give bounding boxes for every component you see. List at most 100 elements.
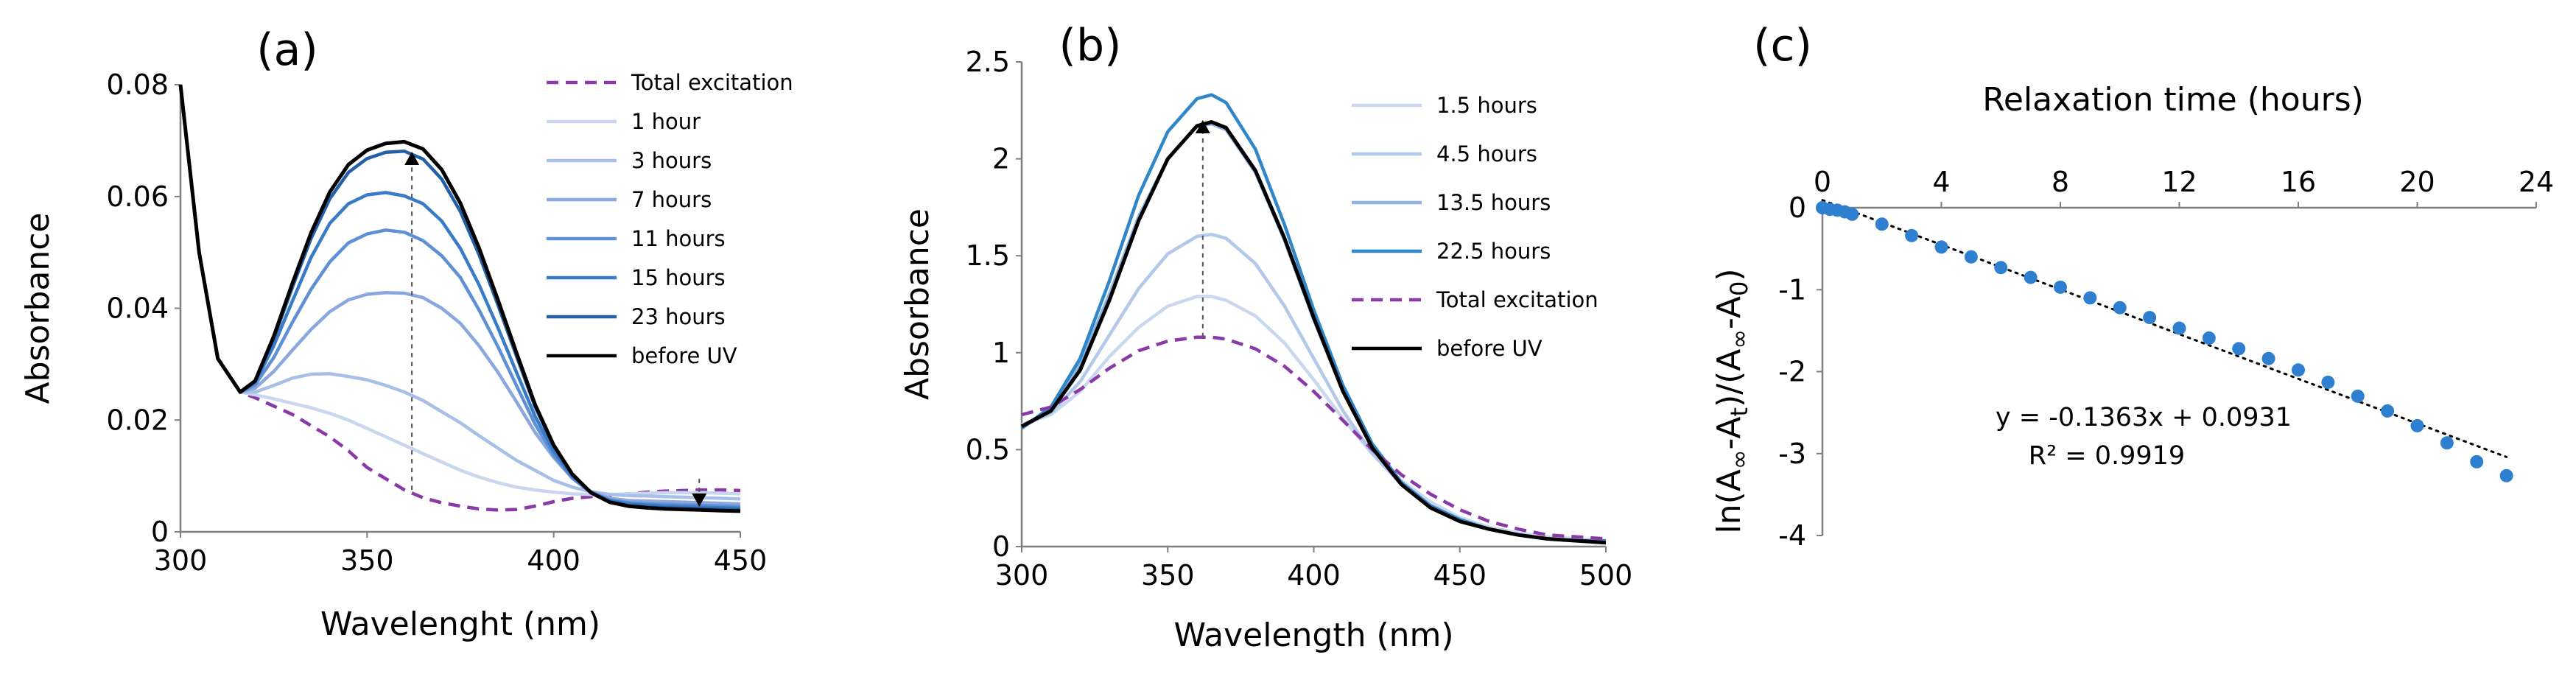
x-axis-title: Relaxation time (hours): [1982, 81, 2364, 119]
series-line: [178, 84, 741, 501]
data-point: [2381, 404, 2395, 418]
data-point: [2232, 342, 2246, 356]
y-tick-label: 1: [992, 337, 1010, 369]
x-tick-label: 300: [995, 559, 1049, 591]
y-tick-label: 0: [1789, 192, 1806, 224]
legend-label: 4.5 hours: [1436, 141, 1537, 166]
data-point: [2351, 389, 2365, 403]
panel-c: 0 4 8 12 16 20 24 0 -1 -2 -3 -4 Relaxation time (hou…: [1710, 20, 2554, 552]
x-axis-title: Wavelenght (nm): [320, 605, 600, 643]
data-point: [1875, 217, 1889, 231]
x-tick-label: 350: [340, 544, 394, 577]
series-line: [178, 84, 741, 496]
data-point: [2261, 351, 2275, 365]
legend-label: 7 hours: [631, 187, 712, 212]
x-tick-label: 8: [2052, 166, 2069, 198]
y-axis-title: Absorbance: [899, 208, 936, 400]
y-tick-label: 0.06: [106, 180, 169, 213]
legend-label: 11 hours: [631, 226, 726, 251]
y-tick-label: -1: [1778, 273, 1806, 306]
x-tick-label: 300: [154, 544, 208, 577]
panel-a: 300 350 400 450 0 0.02 0.04 0.06 0.08 Wavelenght …: [19, 24, 793, 643]
data-point: [1964, 250, 1978, 264]
data-point: [2172, 321, 2186, 335]
y-tick-label: 0: [992, 530, 1010, 563]
y-axis-title-part: -A: [1710, 296, 1748, 329]
series-line: [178, 84, 741, 506]
y-tick-label: 0: [151, 516, 169, 548]
data-point: [1994, 261, 2008, 275]
data-point: [2499, 468, 2513, 482]
y-axis-title-part: ln(A: [1710, 469, 1748, 533]
x-tick-label: 16: [2281, 166, 2316, 198]
y-axis-title-part: ): [1710, 268, 1748, 281]
arrow-head: [404, 152, 420, 166]
series-line: [178, 84, 741, 513]
arrow-head: [692, 493, 707, 507]
legend-label: Total excitation: [631, 70, 793, 95]
series-line: [178, 84, 741, 510]
panel-b: 300 350 400 450 500 0 0.5 1 1.5 2 2.5 Wavelength (n…: [899, 20, 1632, 654]
data-point: [1934, 240, 1948, 254]
y-axis-title: ln(A∞-At)/(A∞-A0): [1710, 268, 1753, 533]
y-tick-label: 1.5: [966, 239, 1010, 272]
panel-label: (c): [1753, 20, 1812, 71]
x-tick-label: 12: [2161, 166, 2197, 198]
series-line: [1021, 295, 1607, 543]
data-point: [2410, 418, 2424, 432]
y-tick-label: -4: [1778, 519, 1806, 552]
x-tick-label: 20: [2399, 166, 2435, 198]
legend-label: 23 hours: [631, 304, 726, 329]
y-tick-label: -3: [1778, 438, 1806, 470]
y-tick-label: -2: [1778, 356, 1806, 388]
legend-label: Total excitation: [1436, 287, 1598, 312]
data-point: [2113, 301, 2127, 315]
legend-label: 1.5 hours: [1436, 93, 1537, 118]
data-point: [2024, 270, 2038, 284]
y-axis-title-part: ∞: [1725, 449, 1753, 469]
legend-label: 1 hour: [631, 109, 701, 134]
x-tick-label: 24: [2519, 166, 2554, 198]
data-point: [2083, 291, 2097, 305]
y-tick-label: 0.08: [106, 69, 169, 101]
x-tick-label: 4: [1932, 166, 1950, 198]
legend-label: 13.5 hours: [1436, 190, 1551, 215]
x-tick-label: 400: [527, 544, 580, 577]
y-tick-label: 0.02: [106, 404, 169, 436]
y-tick-label: 0.04: [106, 292, 169, 325]
trend-equation: y = -0.1363x + 0.0931: [1996, 403, 2292, 432]
legend-label: 15 hours: [631, 265, 726, 290]
panel-label: (a): [256, 24, 318, 76]
y-tick-label: 0.5: [966, 433, 1010, 466]
x-tick-label: 450: [1433, 559, 1487, 591]
y-axis-title-part: ∞: [1725, 329, 1753, 349]
data-point: [2470, 454, 2484, 468]
arrow-head: [1195, 119, 1210, 133]
x-tick-label: 400: [1287, 559, 1341, 591]
series-line: [1020, 120, 1607, 545]
y-tick-label: 2: [992, 143, 1010, 175]
legend-label: 22.5 hours: [1436, 239, 1551, 264]
legend-label: 3 hours: [631, 148, 712, 173]
x-tick-label: 450: [714, 544, 768, 577]
legend-label: before UV: [1436, 336, 1543, 361]
panel-label: (b): [1059, 20, 1122, 71]
x-axis-title: Wavelength (nm): [1173, 617, 1453, 654]
data-point: [2292, 363, 2305, 377]
data-point: [1845, 207, 1859, 221]
series-line: [1021, 335, 1607, 541]
y-axis-title-part: t: [1725, 407, 1753, 417]
trend-r-squared: R² = 0.9919: [2029, 441, 2185, 471]
y-axis-title-part: )/(A: [1710, 349, 1748, 407]
legend-label: before UV: [631, 343, 737, 368]
x-tick-label: 350: [1141, 559, 1195, 591]
x-tick-label: 0: [1814, 166, 1831, 198]
data-point: [2202, 331, 2216, 345]
data-point: [2054, 280, 2067, 294]
data-point: [2440, 436, 2454, 450]
y-axis-title-part: -A: [1710, 416, 1748, 449]
y-axis-title: Absorbance: [19, 212, 57, 404]
x-tick-label: 500: [1579, 559, 1633, 591]
y-tick-label: 2.5: [966, 46, 1010, 78]
